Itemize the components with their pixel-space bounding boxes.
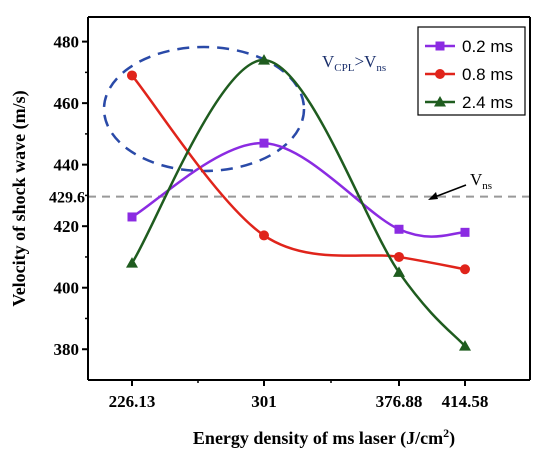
data-point-2-3 (459, 340, 471, 351)
data-point-1-1 (259, 230, 269, 241)
series-line-2 (130, 58, 466, 347)
series-line-0 (131, 141, 466, 238)
data-point-0-0 (127, 212, 137, 222)
data-point-2-2 (393, 266, 405, 277)
data-point-0-2 (394, 224, 404, 234)
legend-label-0: 0.2 ms (462, 37, 513, 56)
x-tick-label-0: 226.13 (109, 392, 156, 411)
data-point-1-0 (127, 70, 137, 81)
ref-annotation: Vns (470, 170, 492, 192)
legend: 0.2 ms 0.8 ms 2.4 ms (417, 26, 526, 116)
legend-marker-2 (434, 96, 446, 107)
legend-label-2: 2.4 ms (462, 93, 513, 112)
x-tick-label-1: 301 (251, 392, 277, 411)
x-tick-label-2: 376.88 (376, 392, 423, 411)
data-point-0-1 (259, 138, 269, 148)
data-point-2-0 (126, 257, 138, 268)
x-tick-label-3: 414.58 (442, 392, 489, 411)
series-line-1 (131, 74, 466, 271)
cpl-annotation: VCPL>Vns (322, 52, 386, 74)
legend-marker-0 (435, 41, 445, 51)
data-point-1-3 (460, 264, 470, 275)
y-tick-label-3: 440 (54, 156, 80, 175)
y-tick-label-2: 420 (54, 217, 80, 236)
ref-arrow-line (431, 184, 467, 199)
y-tick-label-0: 380 (54, 340, 80, 359)
axes: 429.6 380 400 420 440 460 480 226.13 301 376.88 41… (9, 16, 531, 449)
data-point-1-2 (394, 251, 404, 262)
data-point-0-3 (460, 227, 470, 237)
highlight-ellipse (102, 45, 306, 173)
x-axis-title: Energy density of ms laser (J/cm2) (193, 426, 455, 449)
y-axis-title: Velocity of shock wave (m/s) (9, 90, 30, 306)
ref-arrow-head (428, 192, 438, 200)
reference-line-label: 429.6 (49, 190, 85, 207)
y-tick-label-4: 460 (54, 94, 80, 113)
data-point-2-1 (258, 54, 270, 65)
y-tick-label-1: 400 (54, 279, 80, 298)
legend-label-1: 0.8 ms (462, 65, 513, 84)
plot-area: VCPL>Vns Vns (88, 45, 530, 351)
legend-marker-1 (435, 69, 445, 79)
y-tick-label-5: 480 (54, 33, 80, 52)
